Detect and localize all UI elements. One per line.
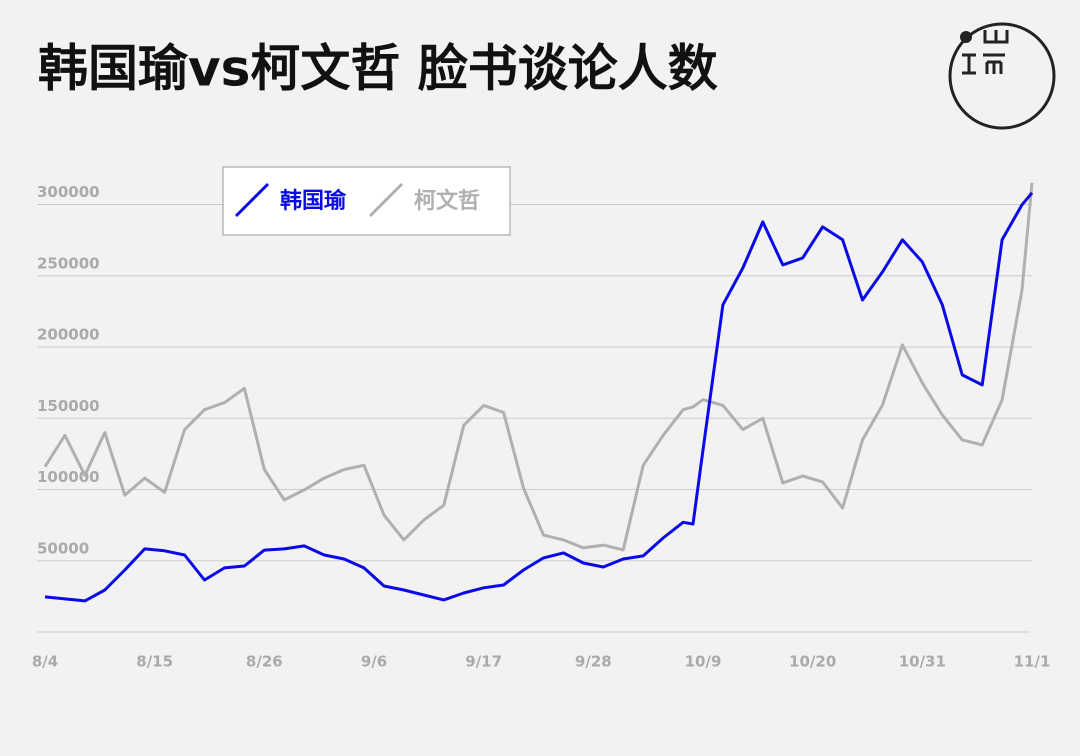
x-tick-label: 9/17 xyxy=(465,653,502,671)
logo xyxy=(948,22,1056,130)
legend-swatch xyxy=(368,182,404,218)
x-tick-label: 8/15 xyxy=(136,653,173,671)
y-tick-label: 100000 xyxy=(37,468,100,486)
y-tick-label: 300000 xyxy=(37,183,100,201)
x-tick-label: 8/4 xyxy=(32,653,58,671)
y-tick-label: 150000 xyxy=(37,397,100,415)
x-tick-label: 10/31 xyxy=(899,653,946,671)
legend: 韩国瑜 柯文哲 xyxy=(222,166,511,236)
legend-swatch xyxy=(234,182,270,218)
x-tick-label: 10/20 xyxy=(789,653,836,671)
legend-label: 韩国瑜 xyxy=(280,188,347,214)
y-tick-label: 50000 xyxy=(37,539,89,557)
x-tick-label: 11/1 xyxy=(1014,653,1051,671)
chart-title: 韩国瑜vs柯文哲 脸书谈论人数 xyxy=(38,40,718,98)
y-tick-label: 250000 xyxy=(37,254,100,272)
x-tick-label: 10/9 xyxy=(685,653,722,671)
y-tick-label: 200000 xyxy=(37,326,100,344)
legend-box xyxy=(222,166,511,236)
series-line xyxy=(43,182,1034,552)
series-line xyxy=(44,191,1034,603)
x-tick-label: 8/26 xyxy=(246,653,283,671)
x-tick-label: 9/28 xyxy=(575,653,612,671)
x-tick-label: 9/6 xyxy=(361,653,387,671)
legend-label: 柯文哲 xyxy=(414,188,480,214)
